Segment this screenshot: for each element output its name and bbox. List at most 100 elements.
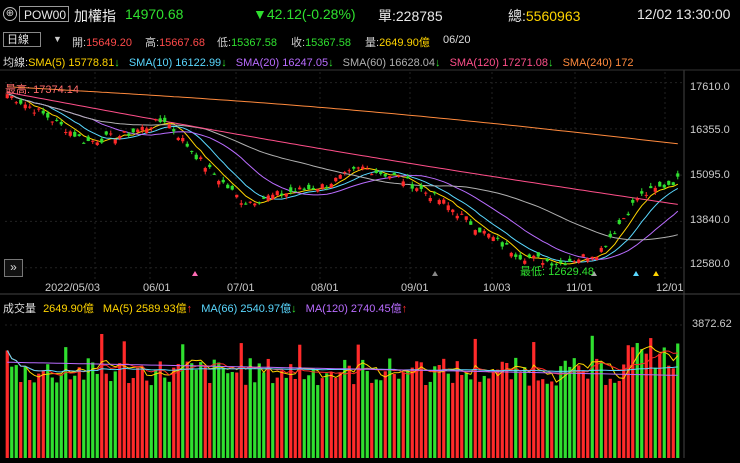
- volume-bar: [158, 361, 162, 458]
- info-date: 06/20: [443, 34, 471, 46]
- candle-body: [185, 143, 189, 147]
- volume-bar: [325, 373, 329, 458]
- candle-body: [253, 203, 257, 206]
- date-label-nov: 11/01: [566, 282, 593, 294]
- volume-bar: [568, 366, 572, 458]
- candle-body: [401, 181, 405, 187]
- price-ma-legend: 均線:SMA(5) 15778.81↓ SMA(10) 16122.99↓ SM…: [3, 54, 634, 70]
- candle-body: [203, 168, 207, 172]
- volume-bar: [577, 365, 581, 458]
- candle-body: [383, 173, 387, 177]
- candle-body: [14, 102, 18, 104]
- sma120-line: [7, 91, 678, 205]
- volume-bar: [406, 371, 410, 458]
- volume-bar: [244, 384, 248, 458]
- volume-bar: [113, 371, 117, 458]
- price-change: ▼42.12(-0.28%): [253, 6, 356, 22]
- candle-body: [77, 134, 81, 137]
- candle-body: [316, 189, 320, 192]
- volume-bar: [550, 381, 554, 458]
- volume-bar: [572, 358, 576, 458]
- volume-bar: [496, 369, 500, 458]
- candle-body: [334, 177, 338, 182]
- candle-body: [248, 201, 252, 203]
- price-tick-2: 16355.0: [690, 124, 730, 136]
- single-volume: 單:228785: [378, 6, 443, 26]
- candle-body: [158, 118, 162, 123]
- candle-body: [460, 213, 464, 215]
- volume-bar: [532, 342, 536, 458]
- candle-body: [37, 108, 41, 110]
- candle-body: [640, 191, 644, 194]
- settings-circle-icon[interactable]: ⊕: [3, 7, 17, 21]
- volume-bar: [347, 365, 351, 458]
- single-volume-label: 單:: [378, 8, 396, 24]
- volume-bar: [190, 363, 194, 458]
- candle-body: [662, 184, 666, 188]
- volume-bar: [397, 378, 401, 458]
- candle-body: [239, 203, 243, 205]
- sma120-label: SMA(120) 17271.08: [449, 57, 549, 69]
- candle-body: [379, 171, 383, 174]
- period-select[interactable]: 日線: [3, 32, 41, 47]
- ohlc-info-bar: 日線 ▼ 開:15649.20 高:15667.68 低:15367.58 收:…: [0, 30, 740, 50]
- volume-bar: [676, 343, 680, 458]
- volume-bar: [595, 358, 599, 458]
- volume-bar: [149, 385, 153, 458]
- date-marker: [432, 271, 438, 276]
- candle-body: [307, 184, 311, 190]
- volume-bar: [370, 382, 374, 458]
- candle-body: [50, 121, 54, 123]
- volume-bar: [298, 344, 302, 458]
- volume-bar: [590, 335, 594, 458]
- volume-bar: [343, 359, 347, 458]
- candle-body: [527, 254, 531, 258]
- volume-bar: [527, 385, 531, 458]
- candle-body: [163, 117, 167, 123]
- volume-bar: [653, 367, 657, 458]
- volume-bar: [176, 363, 180, 458]
- candle-body: [199, 157, 203, 160]
- volume-bar: [671, 368, 675, 458]
- volume-bar: [455, 361, 459, 458]
- candle-body: [59, 121, 63, 125]
- vol-ma66-arrow: ↓: [291, 303, 297, 315]
- high-label: 高:: [145, 37, 160, 49]
- candle-body: [217, 180, 221, 185]
- low-number: 15367.58: [231, 37, 277, 49]
- chevron-down-icon[interactable]: ▼: [53, 34, 62, 44]
- volume-bar: [280, 370, 284, 458]
- symbol-input[interactable]: POW00: [19, 6, 69, 22]
- volume-bar: [401, 372, 405, 458]
- volume-bar: [631, 347, 635, 458]
- volume-bar: [365, 371, 369, 458]
- volume-bar: [136, 367, 140, 458]
- volume-bar: [338, 372, 342, 458]
- volume-ma-legend: 成交量 2649.90億 MA(5) 2589.93億↑ MA(66) 2540…: [3, 300, 407, 316]
- candle-body: [95, 142, 99, 145]
- candle-body: [514, 254, 518, 257]
- candle-body: [505, 243, 509, 245]
- volume-bar: [662, 347, 666, 458]
- volume-bar: [451, 382, 455, 458]
- volume-bar: [154, 369, 158, 458]
- volume-bar: [604, 384, 608, 458]
- timestamp: 12/02 13:30:00: [637, 6, 731, 22]
- candle-body: [347, 170, 351, 172]
- close-number: 15367.58: [305, 37, 351, 49]
- volume-bar: [208, 382, 212, 458]
- candle-body: [145, 128, 149, 133]
- total-volume-value: 5560963: [525, 8, 581, 24]
- candle-body: [487, 233, 491, 238]
- volume-bar: [622, 364, 626, 458]
- candle-body: [496, 237, 500, 239]
- candle-body: [64, 132, 68, 134]
- volume-bar: [64, 347, 68, 458]
- candle-body: [91, 140, 95, 142]
- candle-body: [140, 126, 144, 131]
- candle-body: [658, 181, 662, 187]
- candle-body: [581, 254, 585, 257]
- double-chevron-right-icon[interactable]: »: [4, 259, 23, 277]
- volume-bar: [352, 384, 356, 458]
- candle-body: [608, 233, 612, 238]
